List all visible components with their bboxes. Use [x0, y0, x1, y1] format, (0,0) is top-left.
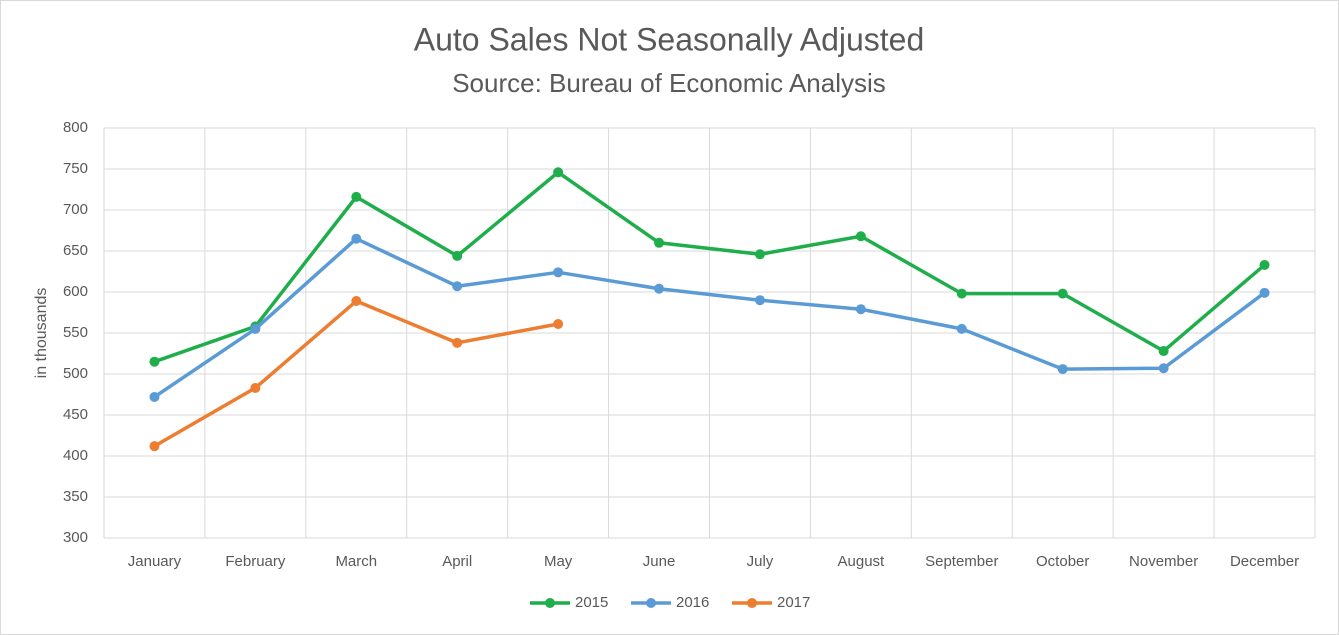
x-tick-label: November: [1129, 553, 1198, 570]
series-line: [153, 170, 1266, 364]
x-tick-label: April: [442, 553, 472, 570]
y-tick-label: 650: [63, 242, 88, 259]
y-tick-label: 800: [63, 119, 88, 136]
legend-label: 2015: [575, 594, 608, 611]
data-point: [654, 283, 665, 294]
legend-label: 2017: [777, 594, 810, 611]
data-point: [1259, 287, 1270, 298]
x-tick-label: June: [643, 553, 676, 570]
y-tick-label: 700: [63, 201, 88, 218]
data-point: [553, 318, 564, 329]
data-point: [149, 391, 160, 402]
data-point: [1057, 288, 1068, 299]
x-tick-label: July: [747, 553, 774, 570]
data-point: [1158, 363, 1169, 374]
y-tick-label: 300: [63, 529, 88, 546]
legend-marker: [545, 598, 555, 608]
data-point: [855, 304, 866, 315]
data-point: [452, 337, 463, 348]
y-axis-label: in thousands: [33, 288, 50, 379]
y-tick-label: 600: [63, 283, 88, 300]
y-tick-label: 500: [63, 365, 88, 382]
y-tick-label: 450: [63, 406, 88, 423]
data-point: [956, 288, 967, 299]
chart-title: Auto Sales Not Seasonally Adjusted: [414, 21, 925, 57]
y-tick-label: 750: [63, 160, 88, 177]
data-point: [956, 323, 967, 334]
x-tick-label: March: [335, 553, 377, 570]
legend-marker: [646, 598, 656, 608]
legend-marker: [747, 598, 757, 608]
y-tick-label: 400: [63, 447, 88, 464]
x-tick-label: September: [925, 553, 998, 570]
x-tick-label: December: [1230, 553, 1299, 570]
series-line: [153, 236, 1266, 399]
y-tick-label: 550: [63, 324, 88, 341]
data-point: [855, 231, 866, 242]
chart-subtitle: Source: Bureau of Economic Analysis: [452, 68, 886, 98]
data-point: [1057, 364, 1068, 375]
data-point: [754, 249, 765, 260]
data-point: [452, 250, 463, 261]
data-point: [250, 382, 261, 393]
data-point: [553, 167, 564, 178]
x-tick-label: January: [128, 553, 182, 570]
data-point: [452, 281, 463, 292]
data-point: [351, 233, 362, 244]
data-point: [754, 295, 765, 306]
x-tick-label: August: [838, 553, 886, 570]
data-point: [351, 191, 362, 202]
x-tick-label: May: [544, 553, 573, 570]
data-point: [149, 356, 160, 367]
data-point: [149, 441, 160, 452]
x-tick-label: October: [1036, 553, 1089, 570]
x-tick-label: February: [225, 553, 286, 570]
data-point: [250, 323, 261, 334]
legend-label: 2016: [676, 594, 709, 611]
data-point: [351, 296, 362, 307]
data-point: [553, 267, 564, 278]
data-point: [1158, 346, 1169, 357]
y-tick-label: 350: [63, 488, 88, 505]
data-point: [1259, 259, 1270, 270]
data-point: [654, 237, 665, 248]
